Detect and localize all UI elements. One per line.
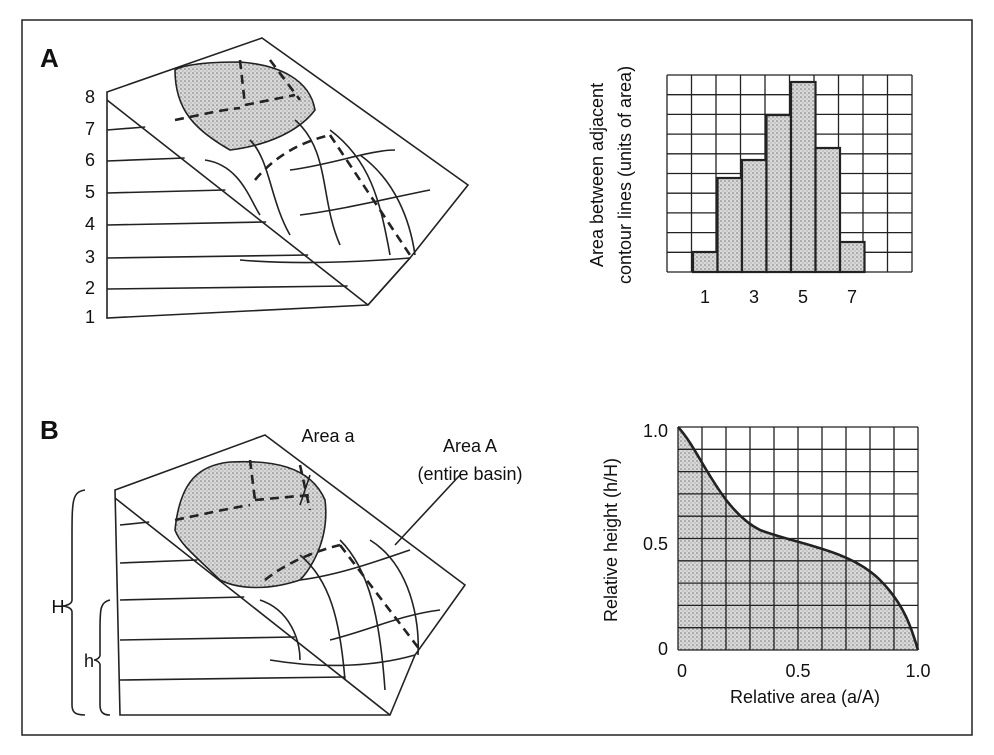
contour-line (120, 637, 295, 640)
brace-h-small (94, 600, 110, 715)
contour-line (107, 286, 348, 289)
basin (175, 62, 315, 150)
figure: A Area between adjacent contour lines (u… (0, 0, 994, 755)
annotation: (entire basin) (417, 464, 522, 484)
block-edge (368, 258, 410, 305)
annotation: Area A (443, 436, 497, 456)
x-tick-label: 5 (798, 287, 808, 307)
contour-line (120, 560, 197, 563)
block-diagram-b (62, 435, 465, 715)
x-tick-label: 0.5 (785, 661, 810, 681)
panel-label: B (40, 415, 59, 445)
bar (791, 82, 816, 272)
x-tick-label: 3 (749, 287, 759, 307)
x-tick-label: 1.0 (905, 661, 930, 681)
contour-label: 1 (85, 307, 95, 327)
y-axis-label: contour lines (units of area) (615, 66, 635, 284)
y-axis-label: Area between adjacent (587, 83, 607, 267)
annotation: H (52, 597, 65, 617)
contour-line (107, 190, 225, 193)
annotation: h (84, 651, 94, 671)
contour-label: 3 (85, 247, 95, 267)
bar (767, 115, 792, 272)
y-tick-label: 0 (658, 639, 668, 659)
contour-line (120, 522, 149, 525)
y-tick-label: 0.5 (643, 534, 668, 554)
contour-label: 2 (85, 278, 95, 298)
y-axis-label: Relative height (h/H) (601, 458, 621, 622)
contour-label: 4 (85, 214, 95, 234)
contour-line (107, 127, 145, 130)
contour-label: 5 (85, 182, 95, 202)
bar (693, 252, 718, 272)
panel-label: A (40, 43, 59, 73)
contour-line (107, 222, 266, 225)
contour-label: 8 (85, 87, 95, 107)
bar (718, 178, 743, 272)
contour-line (107, 255, 308, 258)
annotation: Area a (301, 426, 355, 446)
brace-h-big (62, 490, 85, 715)
x-tick-label: 7 (847, 287, 857, 307)
contour-line (120, 597, 244, 600)
x-axis-label: Relative area (a/A) (730, 687, 880, 707)
bar (742, 160, 767, 272)
contour-label: 6 (85, 150, 95, 170)
block-diagram-a (107, 38, 468, 318)
y-tick-label: 1.0 (643, 421, 668, 441)
contour-label: 7 (85, 119, 95, 139)
x-tick-label: 1 (700, 287, 710, 307)
contour-line (120, 677, 346, 680)
x-tick-label: 0 (677, 661, 687, 681)
bar (816, 148, 841, 272)
bar (840, 242, 865, 272)
contour-line (107, 158, 185, 161)
